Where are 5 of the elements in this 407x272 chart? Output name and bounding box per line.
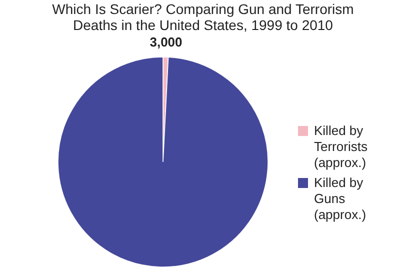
legend-label: Killed by Guns (approx.): [314, 175, 366, 222]
legend-label: Killed by Terrorists (approx.): [314, 123, 368, 170]
pie-slice: [58, 56, 268, 268]
chart-title: Which Is Scarier? Comparing Gun and Terrorism Deaths in the United States, 1999 to 2010: [52, 1, 354, 33]
data-label: 3,000: [150, 34, 182, 50]
